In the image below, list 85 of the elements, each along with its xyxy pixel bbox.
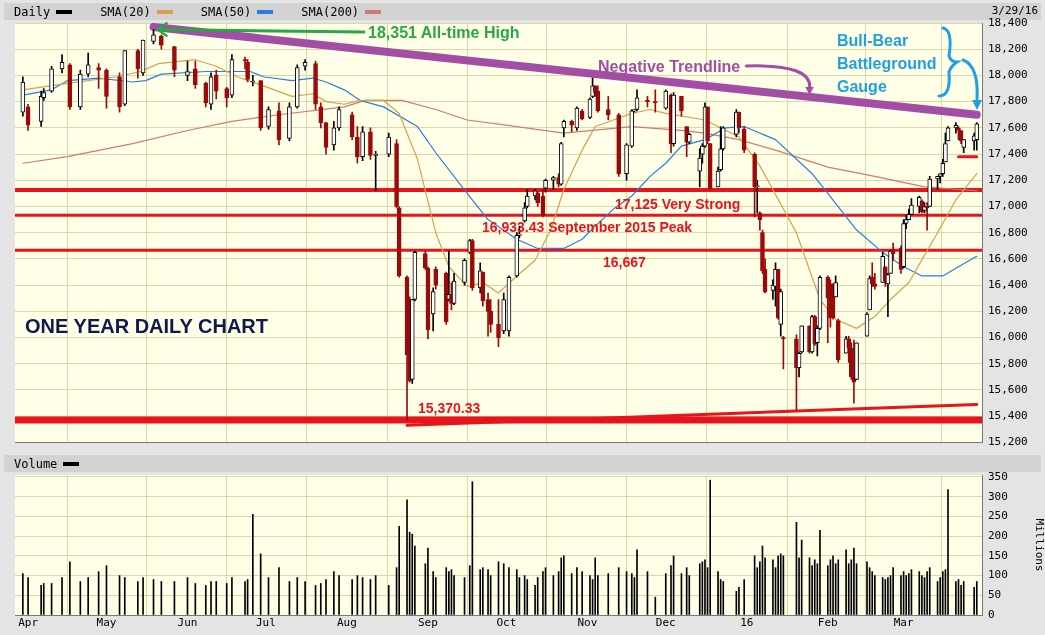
y-tick-label: 300	[988, 489, 1008, 503]
x-tick-label: Sep	[418, 616, 438, 630]
candlestick	[752, 152, 757, 218]
y-axis-title: Millions	[1032, 518, 1045, 572]
candlestick	[287, 102, 292, 142]
candlestick	[373, 151, 378, 192]
y-tick-label: 15,400	[988, 409, 1028, 423]
candlestick	[754, 179, 760, 214]
y-tick-label: 18,000	[988, 68, 1028, 82]
candlestick	[652, 89, 658, 113]
x-tick-label: Mar	[893, 616, 914, 630]
x-tick-label: May	[96, 616, 117, 630]
y-tick-label: 0	[988, 607, 995, 621]
y-tick-label: 250	[988, 509, 1008, 523]
y-tick-label: 18,400	[988, 15, 1028, 29]
y-tick-label: 16,600	[988, 251, 1028, 265]
candlestick	[624, 143, 629, 181]
candlestick	[172, 46, 177, 78]
candlestick	[258, 80, 263, 131]
text: 3/29/16	[991, 4, 1038, 17]
candlestick	[496, 299, 501, 348]
ref-line-label: 16,667	[603, 254, 647, 271]
candlestick	[96, 63, 101, 89]
x-tick-label: 16	[740, 616, 754, 630]
candlestick	[104, 68, 109, 109]
y-tick-label: 50	[988, 588, 1002, 602]
y-tick-label: 17,800	[988, 94, 1028, 108]
legend-label: SMA(50)	[200, 4, 253, 19]
annotation: Bull-Bear Battleground Gauge	[837, 32, 937, 95]
y-tick-label: 18,200	[988, 42, 1028, 56]
y-tick-label: 15,200	[988, 435, 1028, 449]
candlestick	[679, 96, 684, 117]
candlestick	[935, 176, 940, 190]
candlestick	[551, 176, 556, 190]
legend-label: SMA(200)	[301, 4, 361, 19]
y-tick-label: 16,000	[988, 330, 1028, 344]
y-tick-label: 15,800	[988, 356, 1028, 370]
candlestick	[360, 126, 365, 161]
candlestick	[193, 60, 198, 89]
candlestick	[355, 126, 360, 164]
x-tick-label: Aug	[336, 616, 357, 630]
candlestick	[49, 65, 54, 93]
candlestick	[117, 72, 122, 113]
x-tick-label: Dec	[655, 616, 676, 630]
candlestick	[394, 139, 399, 209]
annotation: 18,351 All-time High	[368, 24, 520, 41]
y-tick-label: 16,400	[988, 277, 1028, 291]
y-tick-label: 17,200	[988, 173, 1028, 187]
candlestick	[368, 127, 373, 160]
candlestick	[151, 29, 156, 45]
candlestick	[78, 69, 83, 110]
y-tick-label: 350	[988, 469, 1008, 483]
candlestick	[313, 60, 318, 110]
candlestick	[833, 275, 838, 298]
y-tick-label: 17,400	[988, 146, 1028, 160]
y-tick-label: 16,800	[988, 225, 1028, 239]
y-tick-label: 17,000	[988, 199, 1028, 213]
y-tick-label: 200	[988, 528, 1008, 542]
legend-label: Volume	[14, 456, 59, 471]
x-tick-label: Jul	[255, 616, 276, 630]
y-tick-label: 16,200	[988, 304, 1028, 318]
candlestick	[250, 75, 256, 87]
x-tick-label: Oct	[496, 616, 517, 630]
candlestick	[605, 96, 611, 121]
x-tick-label: Feb	[817, 616, 838, 630]
legend-label: Daily	[14, 4, 52, 19]
candlestick	[781, 335, 786, 370]
ref-line-label: 15,370.33	[418, 400, 481, 417]
candlestick	[462, 258, 467, 286]
annotation: ONE YEAR DAILY CHART	[25, 315, 269, 337]
y-tick-label: 17,600	[988, 120, 1028, 134]
x-tick-label: Nov	[577, 616, 598, 630]
candlestick	[266, 106, 271, 130]
candlestick	[159, 34, 164, 50]
legend-label: SMA(20)	[100, 4, 152, 19]
annotation: Negative Trendline	[598, 58, 741, 75]
x-tick-label: Apr	[18, 616, 39, 630]
candlestick	[185, 60, 190, 81]
x-tick-label: Jun	[177, 616, 198, 630]
candlestick	[569, 119, 575, 133]
y-tick-label: 15,600	[988, 382, 1028, 396]
y-tick-label: 150	[988, 548, 1008, 562]
candlestick	[543, 178, 548, 193]
y-tick-label: 100	[988, 568, 1008, 582]
candlestick	[245, 59, 250, 83]
